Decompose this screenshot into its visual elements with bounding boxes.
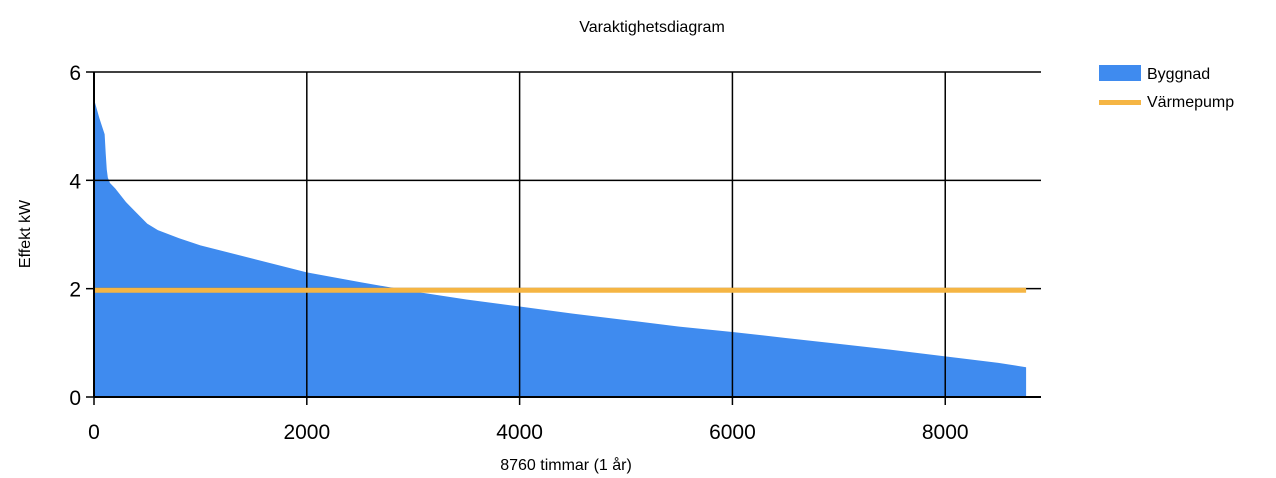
series-area-0 <box>94 99 1027 397</box>
x-tick-labels: 0 2000 4000 6000 8000 <box>88 397 969 444</box>
legend-label-byggnad: Byggnad <box>1147 66 1210 83</box>
y-tick-label: 6 <box>69 62 81 85</box>
x-axis-title: 8760 timmar (1 år) <box>500 456 632 474</box>
y-axis-title: Effekt kW <box>17 199 34 268</box>
chart-title: Varaktighetsdiagram <box>579 19 725 36</box>
legend-swatch-byggnad <box>1099 65 1141 81</box>
x-tick-label: 2000 <box>283 421 330 444</box>
plot-series <box>94 99 1027 397</box>
y-tick-labels: 0 2 4 6 <box>69 62 94 410</box>
x-tick-label: 4000 <box>496 421 543 444</box>
legend-swatch-varmepump <box>1099 100 1141 105</box>
x-tick-label: 0 <box>88 421 100 444</box>
y-tick-label: 0 <box>69 387 81 410</box>
x-tick-label: 8000 <box>922 421 969 444</box>
legend-label-varmepump: Värmepump <box>1147 94 1234 111</box>
legend: Byggnad Värmepump <box>1099 65 1234 111</box>
y-tick-label: 4 <box>69 170 81 193</box>
gridlines <box>94 71 1041 397</box>
y-tick-label: 2 <box>69 279 81 302</box>
x-tick-label: 6000 <box>709 421 756 444</box>
